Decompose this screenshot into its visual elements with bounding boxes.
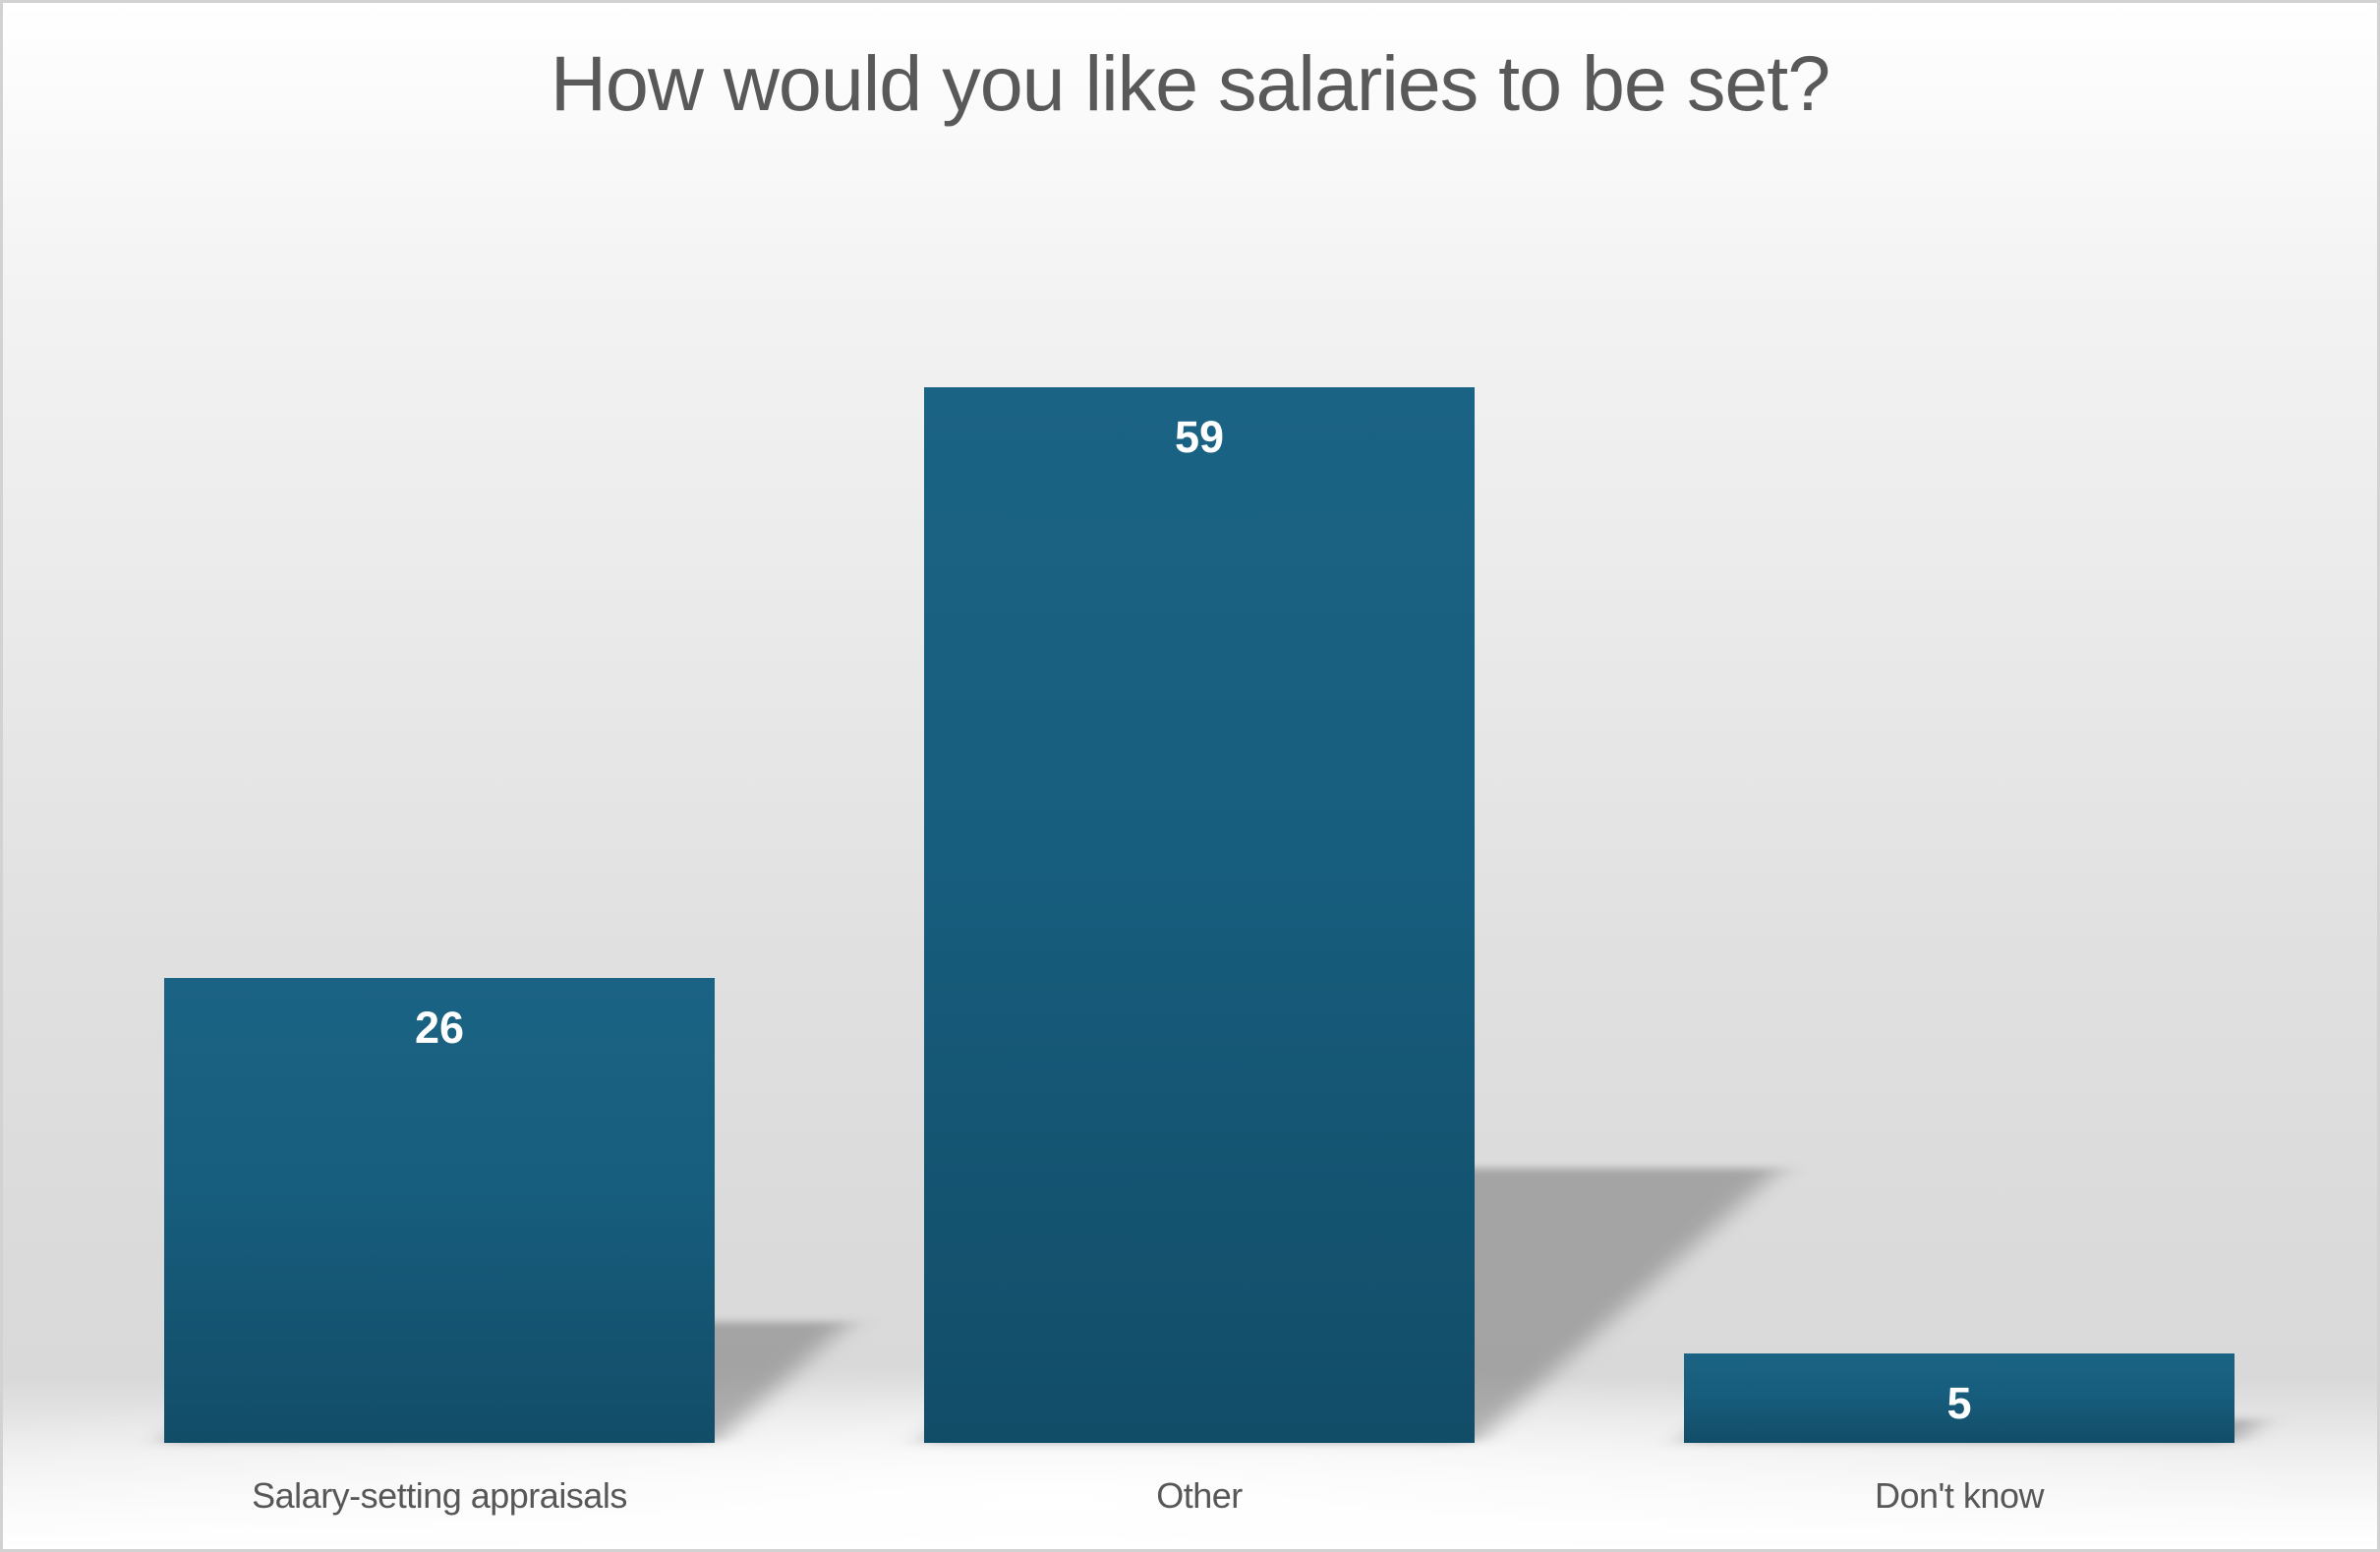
bar-dont-know: 5 <box>1684 1353 2261 1443</box>
value-label-salary-setting-appraisals: 26 <box>414 1003 465 1053</box>
bar-chart-plot-area: 26 59 5 <box>164 103 2261 1443</box>
category-label-other: Other <box>1156 1475 1243 1516</box>
value-label-other: 59 <box>1174 412 1225 462</box>
chart-title: How would you like salaries to be set? <box>550 39 1830 127</box>
category-label-salary-setting-appraisals: Salary-setting appraisals <box>252 1475 627 1516</box>
category-axis-labels: Salary-setting appraisals Other Don't kn… <box>164 1475 2235 1517</box>
category-label-dont-know: Don't know <box>1875 1475 2044 1516</box>
bar-salary-setting-appraisals: 26 <box>164 978 849 1443</box>
value-label-dont-know: 5 <box>1946 1378 1972 1428</box>
bar-perspective-shadow <box>164 1322 849 1443</box>
bar-other: 59 <box>924 387 1780 1443</box>
bar-perspective-shadow <box>924 1168 1780 1443</box>
